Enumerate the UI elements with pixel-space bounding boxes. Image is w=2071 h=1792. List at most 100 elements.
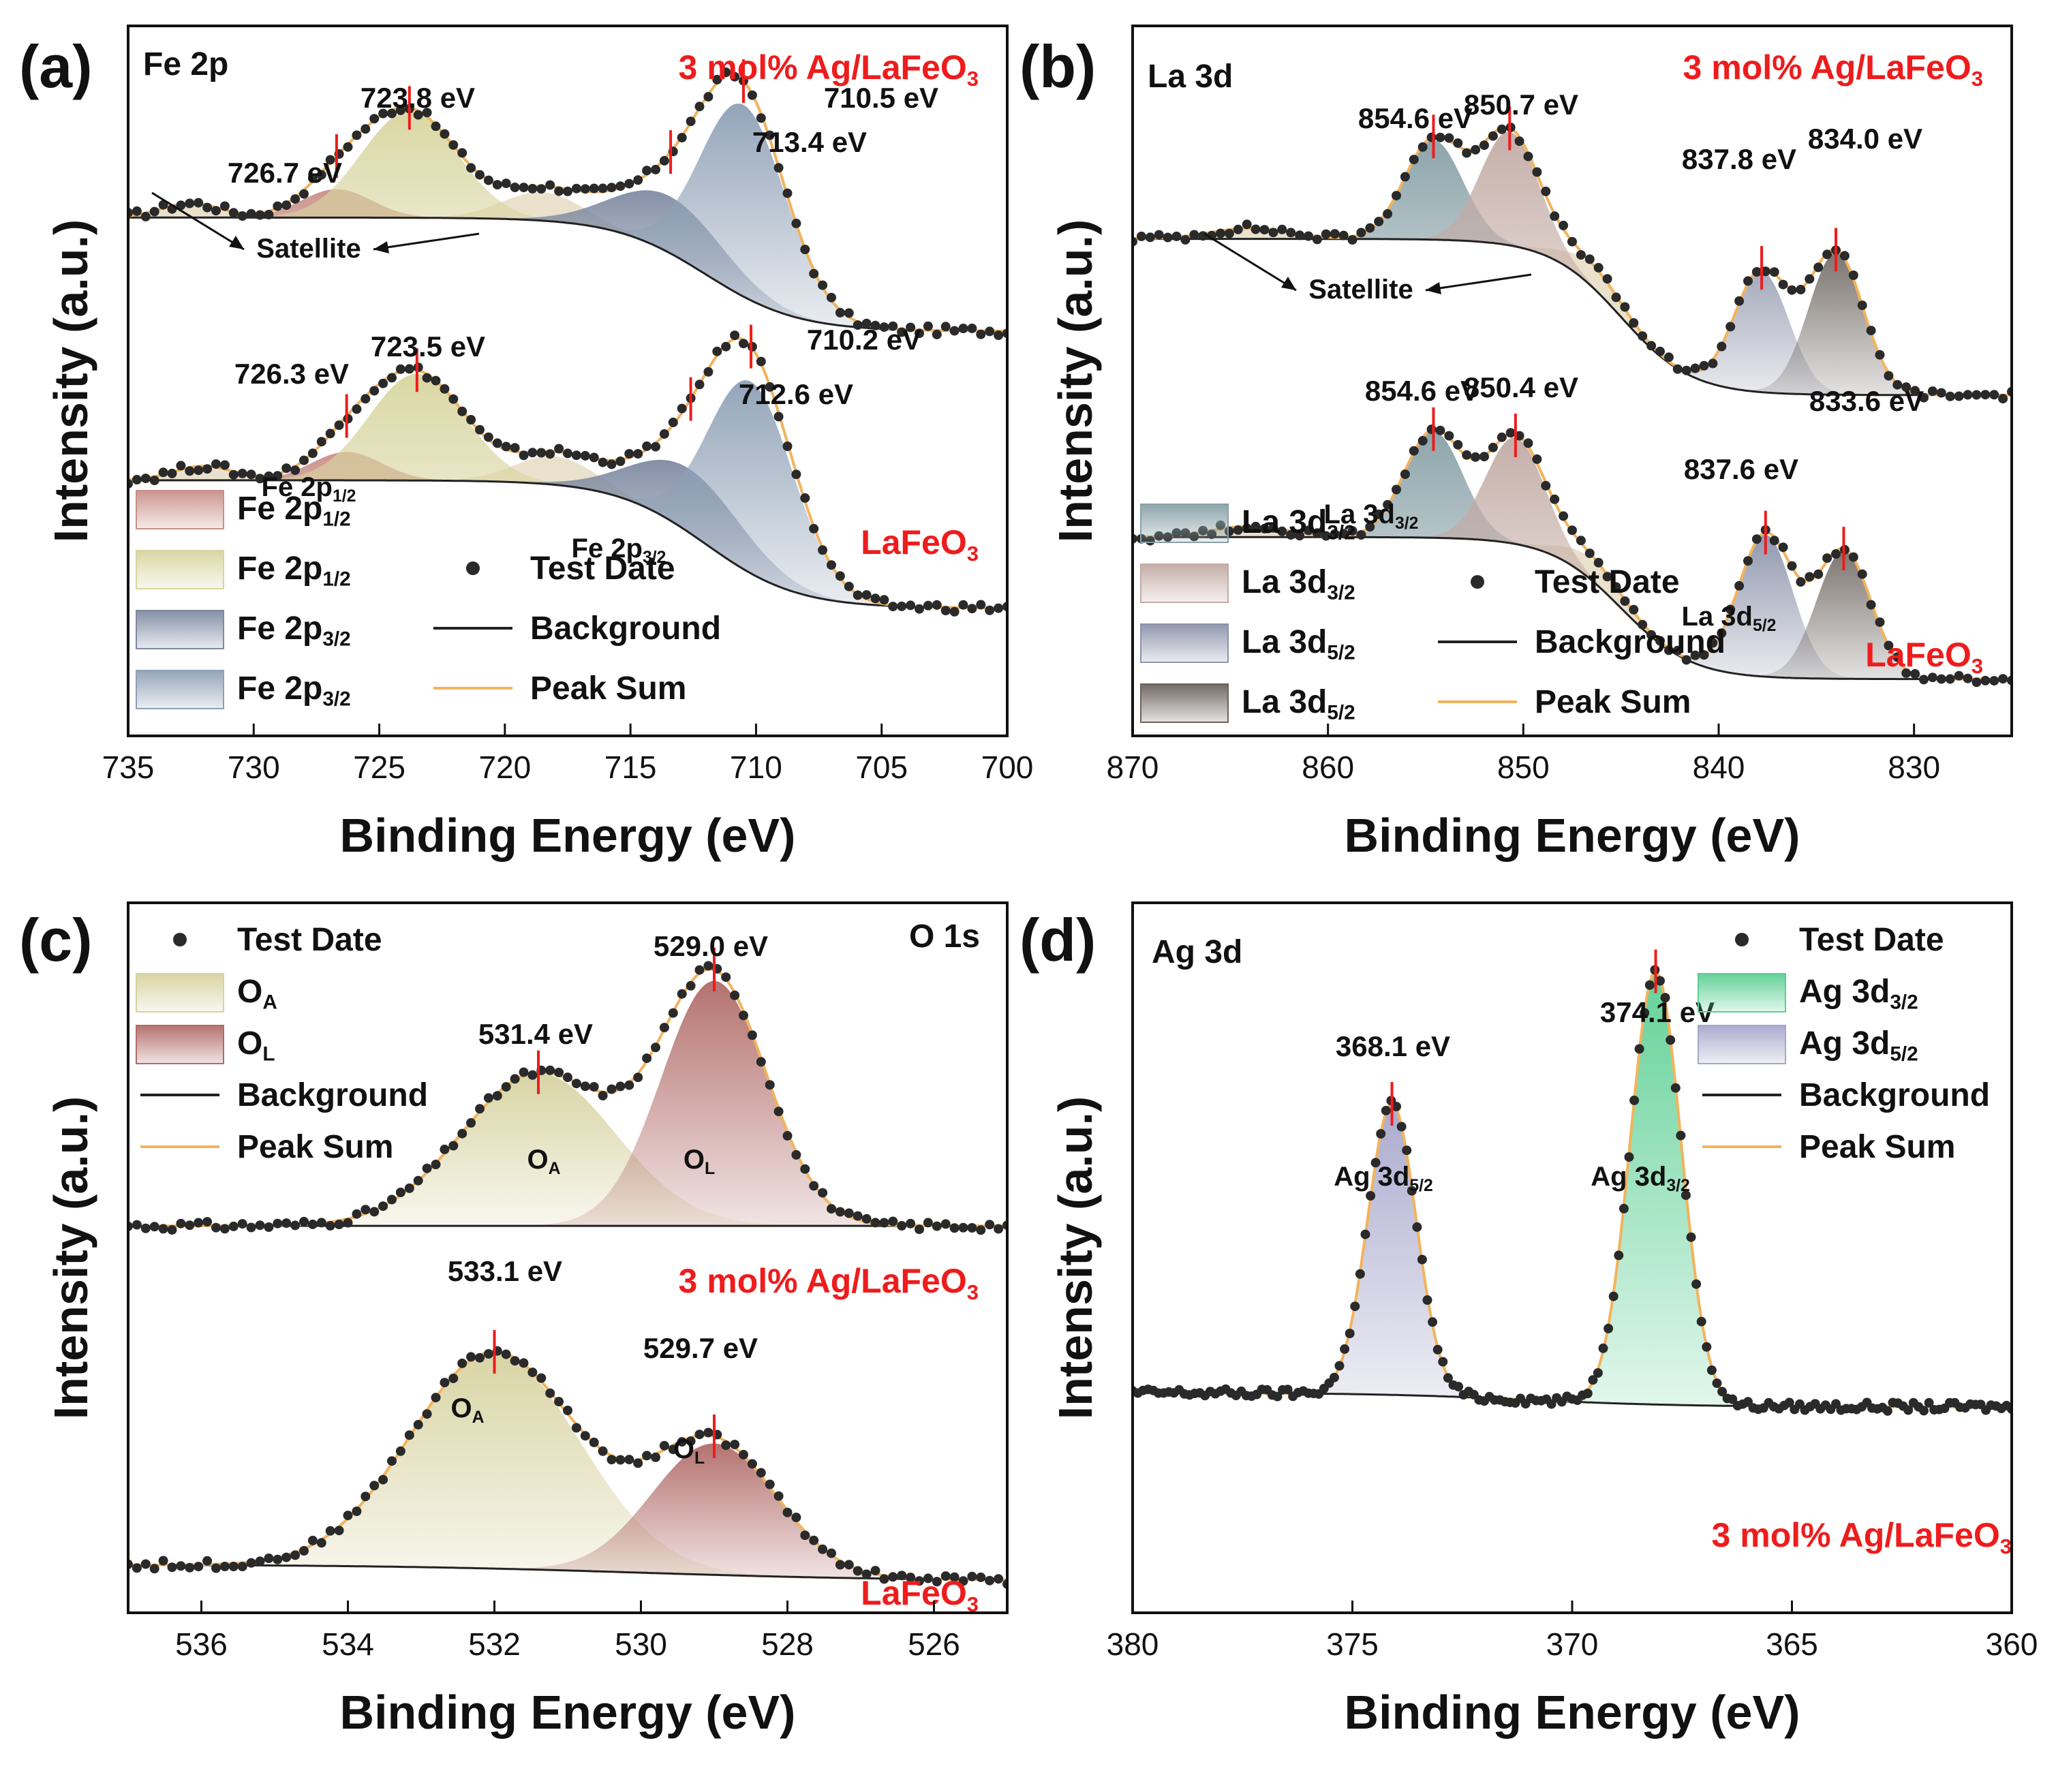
test-data-point <box>651 164 660 174</box>
peak-position-label: 529.0 eV <box>654 930 768 962</box>
peak-annotation: Ag 3d5/2 <box>1334 1162 1433 1195</box>
test-data-point <box>756 356 766 367</box>
test-data-point <box>1980 675 1991 685</box>
test-data-point <box>888 1216 898 1226</box>
legend-label: Peak Sum <box>530 670 686 707</box>
test-data-point <box>246 208 256 219</box>
test-data-point <box>1638 619 1648 630</box>
test-data-point <box>334 1526 344 1536</box>
test-data-point <box>1690 650 1700 660</box>
test-data-point <box>466 163 476 173</box>
test-data-point <box>949 1572 960 1582</box>
peak-fill-2 <box>1133 437 2012 679</box>
test-data-point <box>607 459 617 469</box>
test-data-point <box>395 364 405 374</box>
test-data-point <box>545 449 555 459</box>
test-data-point <box>299 1546 309 1556</box>
arrowhead <box>373 241 389 253</box>
test-data-point <box>352 130 362 140</box>
test-data-point <box>255 210 265 220</box>
legend-label: Peak Sum <box>237 1129 393 1165</box>
legend-label: Test Date <box>1799 922 1944 958</box>
test-data-point <box>1312 234 1322 245</box>
test-data-point <box>1619 1203 1629 1214</box>
test-data-point <box>167 468 177 478</box>
test-data-point <box>1356 228 1366 238</box>
x-tick-label: 532 <box>468 1626 521 1662</box>
test-data-point <box>334 1220 344 1229</box>
test-data-point <box>237 1219 247 1229</box>
test-data-point <box>1717 341 1727 352</box>
test-data-point <box>1381 1105 1391 1115</box>
test-data-point <box>492 180 502 190</box>
test-data-point <box>659 155 669 166</box>
test-data-point <box>879 322 889 333</box>
test-data-point <box>325 429 335 439</box>
legend-label: Test Date <box>237 922 382 958</box>
test-data-point <box>1831 1399 1841 1409</box>
test-data-point <box>624 179 634 189</box>
test-data-point <box>633 1072 643 1083</box>
test-data-point <box>703 367 714 377</box>
test-data-point <box>633 449 643 459</box>
legend-label: OA <box>237 974 277 1014</box>
test-data-point <box>1259 523 1270 534</box>
panel-title: La 3d <box>1148 59 1233 95</box>
test-data-point <box>694 380 705 390</box>
test-data-point <box>1663 352 1674 362</box>
legend-swatch <box>1140 683 1229 723</box>
test-data-point <box>1602 274 1612 284</box>
test-data-point <box>194 1562 204 1572</box>
test-data-point <box>219 460 230 470</box>
test-data-point <box>1435 425 1445 435</box>
test-data-point <box>176 200 186 211</box>
legend-dot <box>466 561 480 575</box>
test-data-point <box>422 108 432 118</box>
peak-annotation: Ag 3d3/2 <box>1591 1162 1690 1195</box>
arrowhead <box>229 236 244 249</box>
test-data-point <box>316 170 326 180</box>
x-tick-label: 370 <box>1546 1626 1599 1662</box>
test-data-point <box>712 346 722 356</box>
panel-c: (c) Intensity (a.u.) Binding Energy (eV) 53… <box>19 901 1009 1739</box>
test-data-point <box>915 328 924 339</box>
test-data-point <box>1497 124 1507 134</box>
legend-label: Ag 3d3/2 <box>1799 974 1918 1014</box>
x-tick-label: 526 <box>908 1626 960 1662</box>
test-data-point <box>1582 1389 1593 1398</box>
legend-label: Background <box>1535 624 1725 660</box>
test-data-point <box>1681 655 1691 665</box>
peak-fill-1 <box>128 1352 1007 1580</box>
test-data-point <box>246 1222 256 1233</box>
test-data-point <box>1593 557 1604 568</box>
plot-area <box>128 67 1007 617</box>
test-data-point <box>589 183 599 194</box>
test-data-point <box>1392 484 1401 495</box>
legend-label: Ag 3d5/2 <box>1799 1025 1918 1066</box>
test-data-point <box>642 441 652 451</box>
legend-label: Test Date <box>1535 564 1680 600</box>
test-data-point <box>1822 249 1832 260</box>
panel-title: O 1s <box>909 918 980 955</box>
test-data-point <box>483 1349 493 1359</box>
test-data-point <box>677 403 687 414</box>
test-data-point <box>659 1440 669 1451</box>
test-data-point <box>1497 432 1507 442</box>
test-data-point <box>940 1219 951 1229</box>
test-data-point <box>1614 1250 1624 1261</box>
test-data-point <box>1638 331 1648 341</box>
test-data-point <box>615 1455 626 1465</box>
peak-annotation: OL <box>684 1145 715 1178</box>
test-data-point <box>1462 148 1472 158</box>
test-data-point <box>255 474 265 484</box>
test-data-point <box>1882 1406 1892 1416</box>
test-data-point <box>607 1455 617 1465</box>
test-data-point <box>228 469 239 480</box>
test-data-point <box>369 1481 380 1491</box>
test-data-point <box>1708 638 1718 648</box>
test-data-point <box>369 1207 380 1217</box>
x-tick-label: 380 <box>1107 1626 1159 1662</box>
test-data-point <box>343 1511 353 1521</box>
test-data-point <box>211 1563 221 1573</box>
test-data-point <box>870 320 880 330</box>
